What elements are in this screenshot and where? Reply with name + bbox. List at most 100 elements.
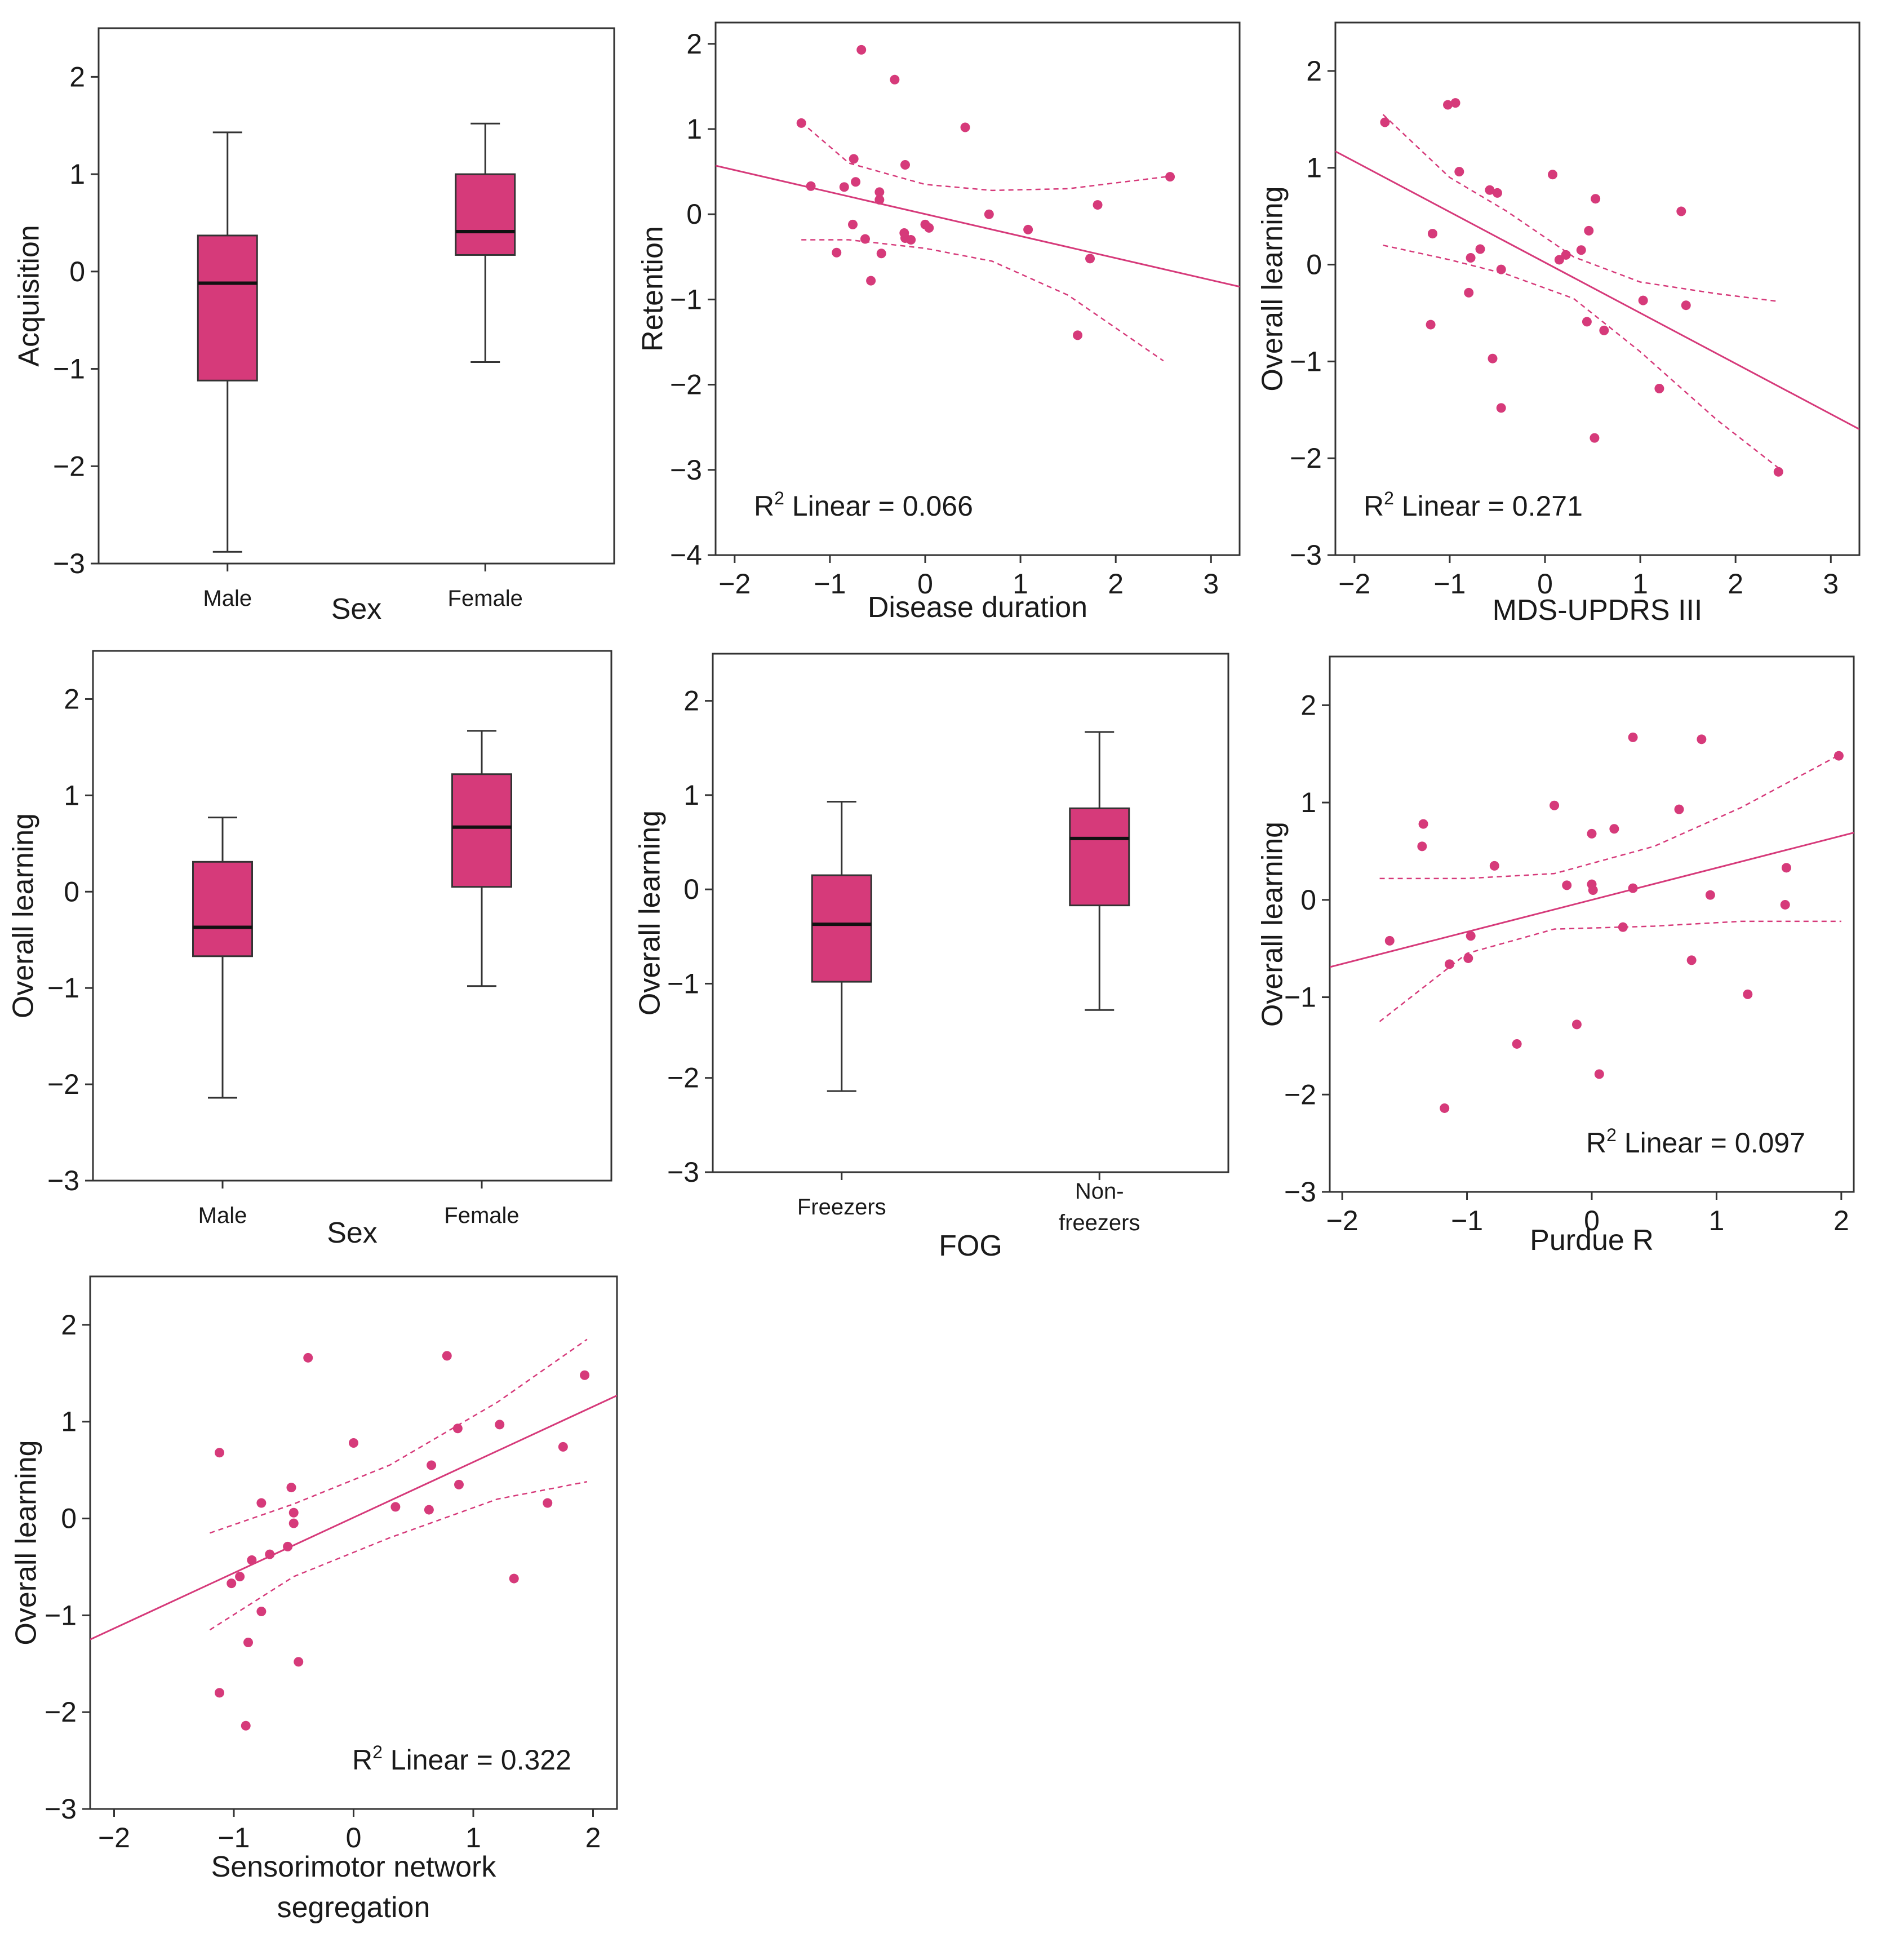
regression-line [1335,150,1859,430]
y-axis-label: Overall learning [634,810,667,1016]
y-tick-label: 2 [64,683,79,715]
data-point [442,1351,452,1361]
data-point [847,219,858,229]
data-point [1618,922,1628,932]
chart-panel-p3: −3 −2 −1 0 1 2 Overall learning −2 −1 0 1 2 3 R2 Line… [1257,21,1861,627]
y-tick-label: 0 [64,876,79,907]
category-label: Male [203,586,252,611]
x-tick-label: 1 [1709,1205,1725,1236]
data-point [849,154,859,164]
data-point [832,247,842,258]
y-tick-label: 0 [1306,249,1322,281]
data-point [1780,899,1790,910]
data-point [1628,732,1638,742]
data-point [349,1438,358,1448]
y-tick-label: 0 [686,198,702,230]
x-tick-label: −2 [1326,1205,1358,1236]
data-point [1833,751,1844,761]
data-point [1512,1039,1522,1049]
data-point [509,1573,519,1584]
data-point [1450,98,1460,108]
data-point [495,1420,505,1430]
x-tick-label: 3 [1203,568,1219,600]
data-point [1023,224,1033,234]
data-point [1628,883,1638,893]
data-point [1496,264,1506,274]
y-tick-label: 1 [69,158,85,190]
x-tick-label: −2 [98,1822,130,1853]
y-tick-label: −3 [45,1793,77,1825]
y-axis-label: Retention [637,226,669,352]
y-tick-label: 1 [1306,152,1322,184]
y-tick-label: −1 [667,968,699,999]
plot-frame [1334,21,1861,556]
data-point [856,45,867,55]
y-tick-label: 2 [69,61,85,92]
data-point [1554,255,1564,265]
data-point [1380,117,1390,127]
data-point [1590,433,1600,443]
data-point [256,1606,267,1616]
plot-frame [92,650,612,1182]
data-point [1440,1103,1450,1113]
data-point [283,1541,293,1551]
x-tick-label: −1 [217,1822,250,1853]
y-tick-label: 1 [686,113,702,145]
r2-annotation: R2 Linear = 0.322 [352,1742,571,1776]
data-point [1599,325,1609,335]
y-tick-label: −2 [53,450,85,482]
data-point [1697,734,1707,744]
data-point [580,1370,590,1380]
plot-frame [1329,655,1855,1193]
regression-line [1330,832,1854,968]
data-point [1571,1019,1582,1030]
y-tick-label: 2 [683,685,699,717]
data-point [1488,353,1498,363]
data-point [1073,330,1083,340]
data-point [558,1442,568,1452]
regression-line [90,1394,617,1640]
data-point [1550,800,1560,810]
y-axis-label: Overall learning [1257,822,1289,1027]
x-tick-label: 1 [1013,568,1028,600]
r2-annotation: R2 Linear = 0.271 [1364,488,1583,522]
data-point [1445,959,1455,969]
ci-lower-curve [209,1481,588,1631]
y-axis-label: Overall learning [7,813,40,1018]
data-point [1676,206,1686,216]
data-point [1427,229,1437,239]
x-tick-label: 3 [1823,568,1839,600]
chart-panel-p7: −3 −2 −1 0 1 2 Overall learning −2 −1 0 1 2 R2 Linea… [10,1275,618,1924]
y-tick-label: 1 [683,779,699,811]
data-point [1085,254,1095,264]
data-point [851,177,861,187]
y-tick-label: −3 [1290,539,1322,571]
x-tick-label: −1 [814,568,846,600]
data-point [390,1502,401,1512]
y-tick-label: −1 [47,972,79,1004]
y-tick-label: −2 [1290,442,1322,474]
y-tick-label: 0 [683,873,699,905]
data-point [1773,467,1783,477]
x-tick-label: 2 [1108,568,1124,600]
y-tick-label: −1 [45,1599,77,1631]
data-point [924,223,934,233]
data-point [984,209,994,219]
ci-lower-curve [1383,244,1779,469]
x-axis-label: MDS-UPDRS III [1493,594,1703,627]
data-point [265,1549,275,1559]
chart-panel-p5: −3 −2 −1 0 1 2 Overall learning Freezers Non-fre… [634,653,1229,1262]
y-tick-label: 0 [61,1503,77,1535]
y-tick-label: −3 [1284,1176,1316,1208]
x-axis-label: FOG [939,1230,1002,1262]
box [1069,807,1130,907]
data-point [543,1498,553,1508]
x-tick-label: 2 [1833,1205,1849,1236]
x-axis-label: Sex [331,593,382,626]
y-tick-label: 2 [1306,55,1322,87]
data-point [1426,320,1436,330]
x-tick-label: −2 [1338,568,1370,600]
x-axis-label: Sensorimotor network segregation [211,1851,497,1924]
chart-panel-p1: −3 −2 −1 0 1 2 Acquisition Male Female Sex [13,27,615,626]
y-tick-label: −3 [53,548,85,579]
